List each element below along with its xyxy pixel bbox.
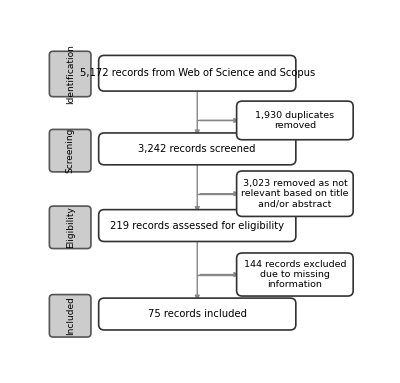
Text: Screening: Screening <box>66 128 75 173</box>
FancyBboxPatch shape <box>237 253 353 296</box>
Text: 219 records assessed for eligibility: 219 records assessed for eligibility <box>110 221 284 231</box>
FancyBboxPatch shape <box>237 171 353 216</box>
FancyBboxPatch shape <box>99 298 296 330</box>
Text: 3,242 records screened: 3,242 records screened <box>138 144 256 154</box>
Text: Eligibility: Eligibility <box>66 206 75 248</box>
Text: 5,172 records from Web of Science and Scopus: 5,172 records from Web of Science and Sc… <box>80 68 315 78</box>
Text: 144 records excluded
due to missing
information: 144 records excluded due to missing info… <box>244 260 346 290</box>
FancyBboxPatch shape <box>237 101 353 140</box>
FancyBboxPatch shape <box>99 133 296 165</box>
Text: Identification: Identification <box>66 44 75 104</box>
FancyBboxPatch shape <box>99 56 296 91</box>
FancyBboxPatch shape <box>49 295 91 337</box>
Text: 75 records included: 75 records included <box>148 309 247 319</box>
FancyBboxPatch shape <box>99 210 296 242</box>
Text: 1,930 duplicates
removed: 1,930 duplicates removed <box>255 111 334 130</box>
FancyBboxPatch shape <box>49 51 91 97</box>
Text: 3,023 removed as not
relevant based on title
and/or abstract: 3,023 removed as not relevant based on t… <box>241 179 349 209</box>
FancyBboxPatch shape <box>49 129 91 172</box>
Text: Included: Included <box>66 296 75 335</box>
FancyBboxPatch shape <box>49 206 91 249</box>
